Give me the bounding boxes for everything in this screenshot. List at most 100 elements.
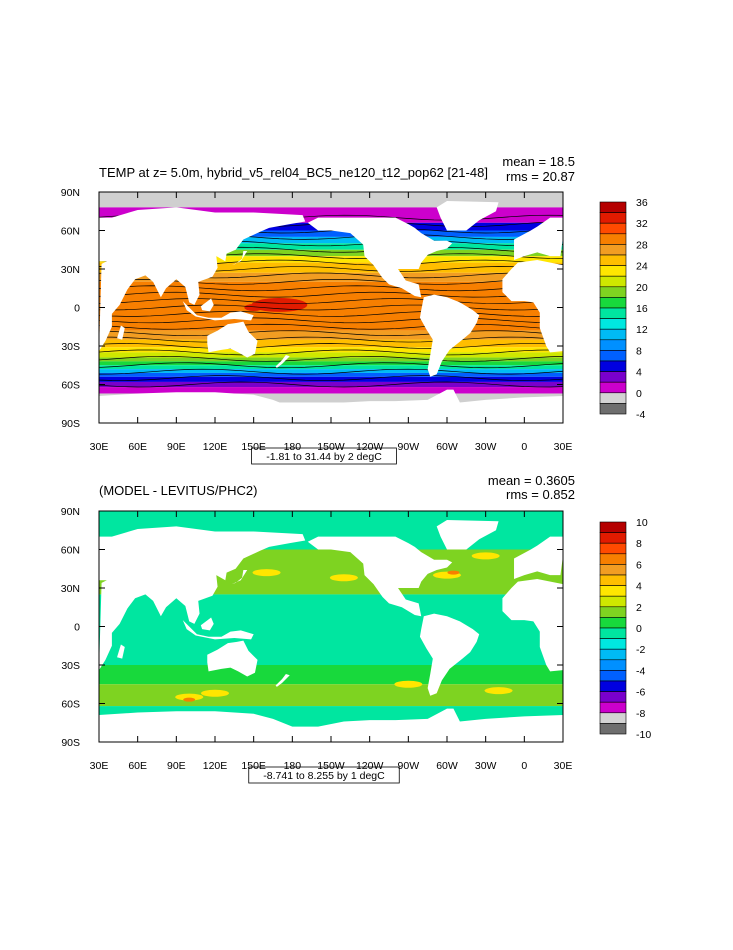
y-tick-label: 90S [61,418,80,430]
colorbar-swatch [599,318,627,330]
colorbar-swatch [599,542,627,555]
colorbar-label: 36 [636,197,648,209]
colorbar-swatch [599,564,627,576]
colorbar-swatch [599,254,627,266]
colorbar-swatch [599,212,627,224]
x-tick-label: 150E [241,760,266,772]
x-tick-label: 90W [398,441,420,453]
colorbar-swatch [599,712,627,724]
y-tick-label: 30S [61,341,80,353]
colorbar-label: 0 [636,623,642,635]
anomaly-patch [183,697,196,702]
colorbar: 10 8 6 4 2 0 -2 -4 -6 -8 -10 [599,517,651,741]
colorbar-swatch [599,532,627,544]
y-tick-label: 0 [74,622,80,634]
colorbar-label: -4 [636,409,645,421]
range-box: -1.81 to 31.44 by 2 degC [251,447,397,465]
field-band [99,357,563,362]
x-tick-label: 150E [241,441,266,453]
colorbar-label: 8 [636,538,642,550]
y-tick-label: 90N [61,187,80,199]
anomaly-patch [252,569,281,577]
x-tick-label: 30E [554,441,573,453]
colorbar-label: 12 [636,324,648,336]
colorbar-label: 16 [636,303,648,315]
colorbar-swatch [599,723,627,735]
colorbar-swatch [599,222,627,235]
field-band [99,365,563,370]
panel-2: 30E 60E 90E 120E 150E 180 150W 120W 90W 60W 30W 0 30… [61,473,651,784]
x-tick-label: 60W [436,441,458,453]
contour-line [99,343,563,349]
colorbar-swatch [599,638,627,650]
range-label: -1.81 to 31.44 by 2 degC [266,451,382,463]
range-label: -8.741 to 8.255 by 1 degC [263,770,385,782]
colorbar-swatch [599,659,627,671]
colorbar-swatch [599,201,627,213]
x-tick-label: 30E [90,760,109,772]
anomaly-patch [484,687,513,695]
contour-line [99,368,563,375]
colorbar-swatch [599,381,627,394]
x-tick-label: 30E [554,760,573,772]
x-tick-label: 90E [167,441,186,453]
colorbar-swatch [599,521,627,533]
mean-label: mean = 0.3605 [488,473,575,488]
anomaly-patch [175,693,204,701]
x-tick-label: 0 [521,441,527,453]
contour-line [99,381,563,388]
x-tick-label: 180 [284,760,302,772]
contour-line [99,317,563,324]
colorbar-swatch [599,350,627,362]
colorbar-label: 24 [636,261,648,273]
x-tick-label: 30W [475,760,497,772]
x-tick-label: 120W [356,441,384,453]
colorbar-swatch [599,328,627,341]
x-tick-label: 30E [90,441,109,453]
warm-pool [251,298,308,312]
colorbar-swatch [599,275,627,288]
colorbar-swatch [599,670,627,682]
x-tick-label: 150W [317,441,345,453]
colorbar-swatch [599,701,627,714]
colorbar-label: -8 [636,708,645,720]
y-tick-label: 0 [74,303,80,315]
field-band [99,236,563,244]
mean-label: mean = 18.5 [502,154,575,169]
x-tick-label: 120E [203,760,228,772]
y-tick-label: 30S [61,660,80,672]
x-tick-label: 90E [167,760,186,772]
colorbar-label: 4 [636,581,642,593]
contour-line [99,311,563,317]
colorbar-swatch [599,265,627,277]
contour-line [99,349,563,356]
colorbar-swatch [599,606,627,618]
range-box-border [248,766,400,784]
y-tick-label: 60S [61,699,80,711]
colorbar-swatch [599,392,627,404]
contour-line [99,362,563,369]
anomaly-patch [471,552,500,560]
rms-label: rms = 0.852 [506,487,575,502]
colorbar: 36 32 28 24 20 16 12 8 4 0 -4 [599,197,648,421]
y-tick-label: 60N [61,226,80,238]
y-tick-label: 90S [61,737,80,749]
colorbar-label: 10 [636,517,648,529]
colorbar-label: 4 [636,367,642,379]
anomaly-patch [329,574,358,582]
field-band [99,230,563,237]
y-tick-label: 30N [61,264,80,276]
colorbar-label: 2 [636,602,642,614]
colorbar-label: 8 [636,345,642,357]
contour-line [99,298,563,304]
contour-line [99,355,563,362]
field-band [99,330,563,340]
x-tick-label: 0 [521,760,527,772]
colorbar-swatch [599,648,627,661]
field-band [99,249,563,257]
x-tick-label: 60E [128,441,147,453]
colorbar-swatch [599,585,627,597]
contour-line [99,375,563,381]
range-box-border [251,447,397,465]
warm-pool [244,304,263,311]
